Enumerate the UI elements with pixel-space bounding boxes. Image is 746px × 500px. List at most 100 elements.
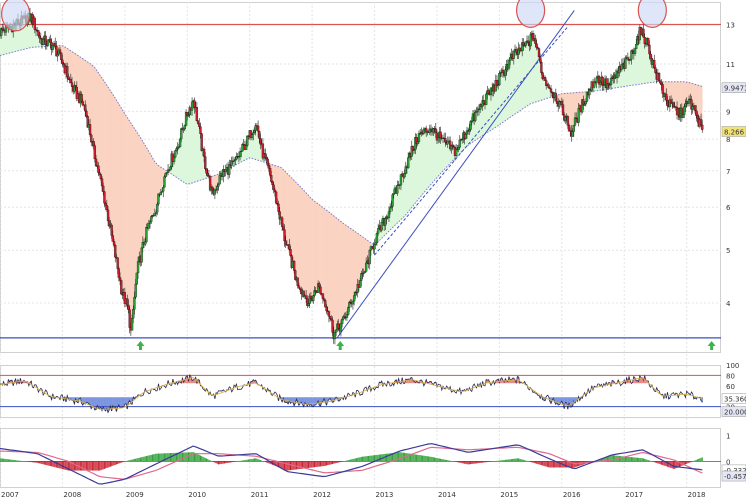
- buy-arrow-icon: [707, 341, 716, 350]
- candle-body: [501, 69, 505, 73]
- candle-body: [145, 226, 148, 242]
- ma-fill-band: [428, 127, 431, 189]
- ma-fill-band: [339, 219, 343, 328]
- candle-body: [437, 137, 440, 141]
- candle-body: [328, 316, 332, 319]
- candle-body: [200, 133, 203, 151]
- candle-body: [104, 203, 107, 206]
- candle-body: [211, 186, 214, 191]
- ma-fill-band: [123, 111, 127, 305]
- candle-body: [127, 304, 130, 310]
- ma-fill-band: [519, 47, 523, 112]
- candle-body: [635, 44, 638, 49]
- x-tick-label: 2010: [188, 491, 206, 499]
- candle-body: [103, 191, 106, 204]
- candle-body: [391, 194, 394, 207]
- candle-body: [681, 114, 685, 118]
- candle-body: [283, 229, 286, 242]
- y-tick-label: 4: [726, 300, 731, 308]
- candle-body: [509, 57, 512, 61]
- candle-body: [512, 51, 515, 59]
- candle-body: [620, 64, 623, 70]
- candle-body: [85, 110, 88, 117]
- candle-body: [206, 173, 209, 176]
- candle-body: [545, 80, 548, 86]
- osc-tick-label: 60: [726, 383, 735, 391]
- candle-body: [267, 164, 271, 169]
- candle-body: [156, 203, 159, 213]
- candle-body: [67, 76, 70, 80]
- candle-body: [345, 314, 349, 318]
- ma-fill-band: [299, 185, 303, 291]
- candle-body: [599, 82, 602, 85]
- candle-body: [309, 295, 313, 299]
- ma-fill-band: [320, 205, 324, 298]
- x-tick-label: 2011: [251, 491, 269, 499]
- candle-body: [451, 144, 454, 147]
- candle-body: [411, 146, 415, 151]
- ma-fill-band: [500, 70, 504, 125]
- candle-body: [457, 147, 460, 150]
- candle-body: [659, 80, 662, 84]
- ma-fill-band: [313, 200, 317, 295]
- candle-body: [364, 262, 368, 272]
- candle-body: [549, 88, 553, 93]
- ma-value-label-bg: [721, 82, 746, 93]
- candle-body: [153, 213, 157, 216]
- candle-body: [422, 129, 425, 134]
- ma-fill-band: [318, 203, 321, 292]
- ma-fill-band: [149, 152, 153, 224]
- candle-body: [110, 224, 113, 236]
- candle-body: [199, 126, 202, 134]
- candle-body: [133, 296, 136, 310]
- candle-body: [58, 49, 62, 53]
- candle-body: [684, 103, 687, 107]
- candle-body: [363, 271, 367, 273]
- candle-body: [99, 174, 102, 179]
- osc-value-label: 35.360: [724, 396, 746, 404]
- candle-body: [1, 28, 4, 31]
- candle-body: [204, 156, 207, 169]
- candle-body: [246, 135, 249, 146]
- ma-fill-band: [341, 221, 345, 325]
- candle-body: [571, 131, 574, 137]
- candle-body: [228, 164, 231, 175]
- candle-body: [566, 116, 569, 126]
- candle-body: [74, 85, 77, 88]
- x-tick-label: 2008: [63, 491, 81, 499]
- candle-body: [429, 128, 433, 131]
- candle-body: [339, 323, 343, 332]
- ma-fill-band: [421, 131, 424, 197]
- candle-body: [653, 60, 656, 68]
- candle-body: [322, 298, 326, 301]
- candle-body: [482, 100, 485, 104]
- candle-body: [588, 88, 591, 96]
- candle-body: [178, 138, 182, 147]
- candle-body: [324, 300, 327, 308]
- x-tick-label: 2016: [563, 491, 581, 499]
- candle-body: [97, 165, 100, 173]
- candle-body: [54, 43, 57, 47]
- ma-fill-band: [444, 142, 448, 170]
- candle-body: [136, 261, 140, 274]
- x-tick-label: 2012: [313, 491, 331, 499]
- candle-body: [120, 280, 123, 295]
- candle-body: [244, 145, 248, 150]
- candle-body: [190, 101, 194, 111]
- candle-body: [558, 101, 561, 107]
- candle-body: [642, 28, 645, 38]
- candle-body: [163, 176, 166, 188]
- ma-fill-band: [510, 56, 513, 118]
- ma-fill-band: [343, 223, 347, 320]
- candle-body: [157, 193, 160, 205]
- macd-signal-label: -0.4571: [724, 473, 746, 481]
- y-tick-label: 8: [726, 136, 730, 144]
- candle-body: [100, 178, 104, 187]
- candle-body: [358, 280, 362, 288]
- candle-body: [464, 134, 467, 139]
- ma-fill-band: [294, 180, 298, 282]
- candle-body: [298, 288, 302, 290]
- candle-body: [352, 295, 356, 302]
- candle-body: [70, 82, 74, 87]
